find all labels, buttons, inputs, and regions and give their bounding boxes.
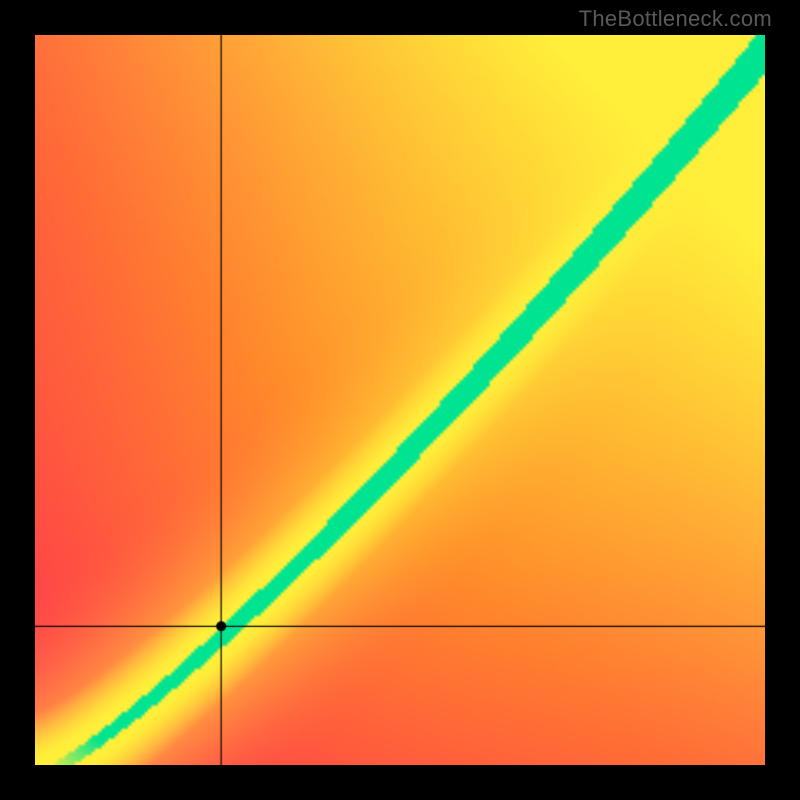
watermark-text: TheBottleneck.com <box>579 6 772 32</box>
crosshair-overlay <box>35 35 765 765</box>
bottleneck-heatmap <box>35 35 765 765</box>
